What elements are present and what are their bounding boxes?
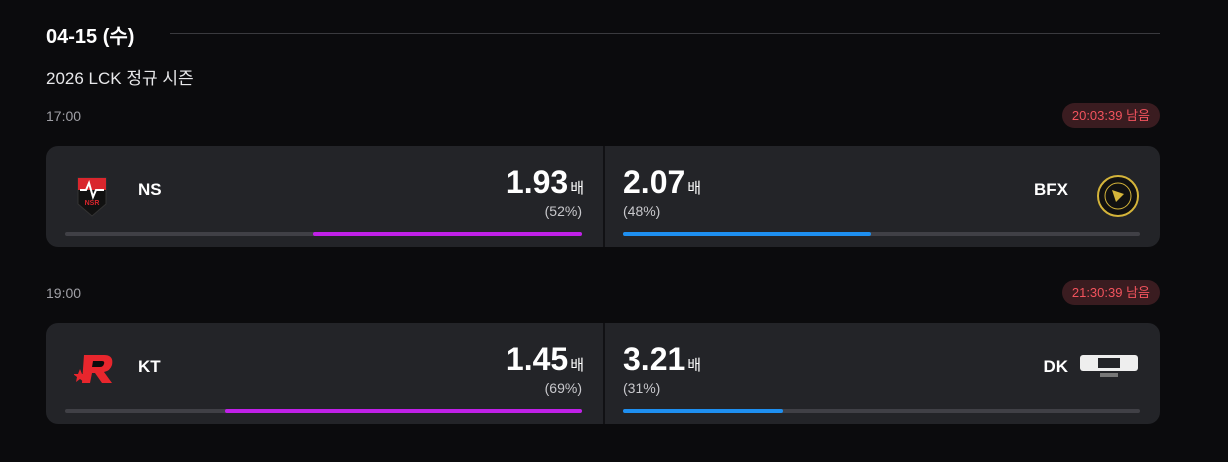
progress-fill [313,232,582,236]
odds[interactable]: 1.93 배 [506,164,584,201]
odds-value: 1.93 [505,164,569,200]
progress-track [623,409,1140,413]
progress-fill [623,409,784,413]
match-time: 17:00 [46,108,82,124]
card-divider [603,146,605,247]
odds[interactable]: 1.45 배 [506,341,584,378]
team-logo [1096,174,1140,223]
odds-unit: 배 [687,357,702,374]
divider-line [170,33,1160,34]
countdown-badge: 21:30:39 남음 [1061,280,1160,305]
team-name: DK [1043,357,1068,376]
progress-track [623,232,1140,236]
odds-unit: 배 [570,180,584,197]
odds[interactable]: 3.21 배 [623,341,701,378]
team-name: NS [138,180,162,199]
odds-value: 3.21 [623,341,686,377]
percent: (52%) [544,203,582,219]
progress-fill [225,409,582,413]
odds[interactable]: 2.07 배 [623,164,701,201]
odds-unit: 배 [570,357,584,374]
odds-value: 1.45 [505,341,569,377]
odds-value: 2.07 [623,164,686,200]
percent: (69%) [544,380,582,396]
progress-track [65,232,582,236]
percent: (48%) [623,203,661,219]
odds-unit: 배 [687,180,702,197]
team-logo [73,351,118,392]
team-name: KT [138,357,161,376]
card-divider [603,323,605,424]
match-time: 19:00 [46,285,82,301]
percent: (31%) [623,380,661,396]
match-card[interactable]: NSR NS 1.93 배 (52%) BFX 2.07 배 (48%) [46,146,1160,247]
progress-fill [623,232,872,236]
svg-text:NSR: NSR [85,200,100,207]
progress-track [65,409,582,413]
team-logo: NSR [74,174,110,223]
date: 04-15 (수) [46,26,135,48]
team-name: BFX [1034,180,1068,199]
league-title: 2026 LCK 정규 시즌 [46,69,194,88]
countdown-badge: 20:03:39 남음 [1061,103,1160,128]
team-logo [1078,351,1140,386]
match-card[interactable]: KT 1.45 배 (69%) DK 3.21 배 (31%) [46,323,1160,424]
